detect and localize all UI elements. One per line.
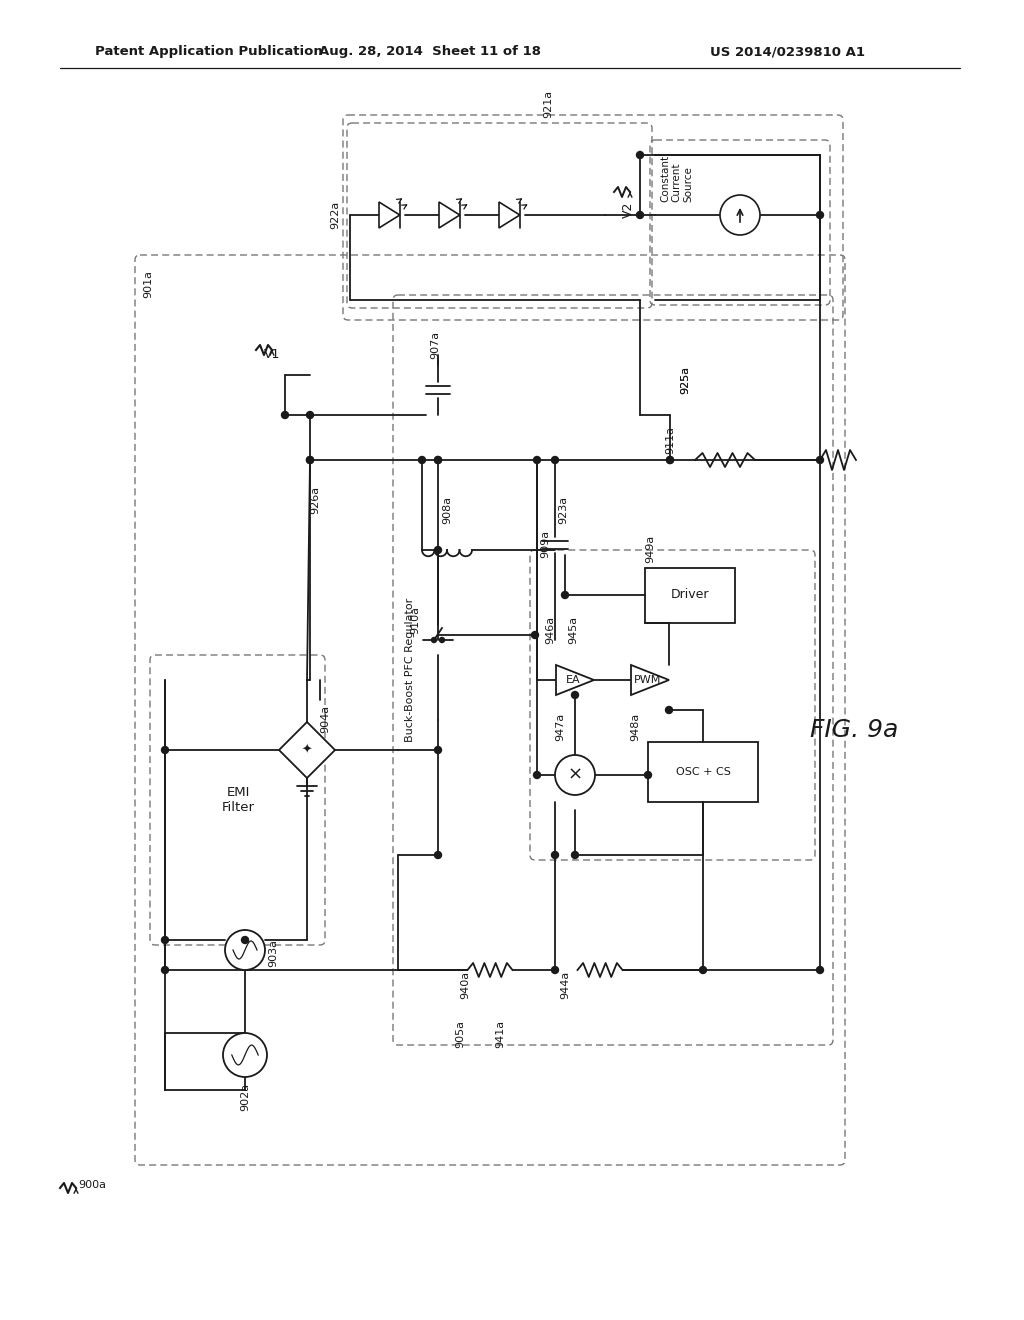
Polygon shape — [379, 202, 399, 228]
Text: V1: V1 — [263, 348, 280, 362]
Circle shape — [816, 457, 823, 463]
Circle shape — [531, 631, 539, 639]
Text: Patent Application Publication: Patent Application Publication — [95, 45, 323, 58]
Text: Buck-Boost PFC Regulator: Buck-Boost PFC Regulator — [406, 598, 415, 742]
Circle shape — [644, 771, 651, 779]
Circle shape — [242, 936, 249, 944]
Circle shape — [667, 457, 674, 463]
Text: PWM: PWM — [634, 675, 662, 685]
Circle shape — [306, 457, 313, 463]
Polygon shape — [439, 202, 460, 228]
Text: ×: × — [567, 766, 583, 784]
Polygon shape — [499, 202, 520, 228]
Bar — [645, 568, 735, 623]
Circle shape — [434, 457, 441, 463]
Circle shape — [667, 457, 674, 463]
Text: 900a: 900a — [78, 1180, 106, 1191]
Circle shape — [223, 1034, 267, 1077]
Circle shape — [720, 195, 760, 235]
Polygon shape — [279, 722, 335, 777]
Text: 904a: 904a — [319, 705, 330, 733]
Text: 901a: 901a — [143, 271, 153, 298]
Circle shape — [561, 591, 568, 598]
Text: EA: EA — [565, 675, 581, 685]
Circle shape — [434, 546, 441, 553]
Text: 909a: 909a — [540, 529, 550, 558]
Circle shape — [552, 457, 558, 463]
Circle shape — [637, 152, 643, 158]
Text: Aug. 28, 2014  Sheet 11 of 18: Aug. 28, 2014 Sheet 11 of 18 — [319, 45, 541, 58]
Circle shape — [306, 412, 313, 418]
Text: 910a: 910a — [410, 606, 420, 634]
Text: V2: V2 — [622, 202, 635, 218]
Circle shape — [434, 851, 441, 858]
Text: 908a: 908a — [442, 496, 452, 524]
Text: 923a: 923a — [558, 496, 568, 524]
Circle shape — [162, 747, 169, 754]
Circle shape — [571, 692, 579, 698]
Text: 911a: 911a — [665, 426, 675, 454]
Text: 925a: 925a — [680, 366, 690, 395]
Circle shape — [162, 936, 169, 944]
Circle shape — [571, 851, 579, 858]
Bar — [648, 742, 758, 803]
Text: 902a: 902a — [240, 1082, 250, 1111]
Circle shape — [225, 931, 265, 970]
Circle shape — [816, 966, 823, 974]
Circle shape — [306, 457, 313, 463]
Circle shape — [162, 966, 169, 974]
Circle shape — [419, 457, 426, 463]
Text: US 2014/0239810 A1: US 2014/0239810 A1 — [710, 45, 865, 58]
Text: 946a: 946a — [545, 616, 555, 644]
Text: ✦: ✦ — [302, 743, 312, 756]
Circle shape — [534, 771, 541, 779]
Circle shape — [534, 457, 541, 463]
Circle shape — [434, 457, 441, 463]
Circle shape — [552, 851, 558, 858]
Circle shape — [439, 638, 444, 643]
Polygon shape — [631, 665, 669, 696]
Text: 949a: 949a — [645, 535, 655, 564]
Text: Driver: Driver — [671, 589, 710, 602]
Text: 940a: 940a — [460, 972, 470, 999]
Text: Constant
Current
Source: Constant Current Source — [660, 154, 693, 202]
Text: OSC + CS: OSC + CS — [676, 767, 730, 777]
Text: 922a: 922a — [330, 201, 340, 230]
Circle shape — [637, 211, 643, 219]
Text: 925a: 925a — [680, 366, 690, 395]
Text: 947a: 947a — [555, 713, 565, 742]
Text: 905a: 905a — [455, 1020, 465, 1048]
Circle shape — [816, 211, 823, 219]
Text: 926a: 926a — [310, 486, 319, 513]
Text: EMI
Filter: EMI Filter — [221, 785, 255, 814]
Circle shape — [699, 966, 707, 974]
Text: FIG. 9a: FIG. 9a — [810, 718, 898, 742]
Text: 941a: 941a — [495, 1020, 505, 1048]
Text: 945a: 945a — [568, 616, 578, 644]
Circle shape — [434, 747, 441, 754]
Circle shape — [552, 966, 558, 974]
Text: 903a: 903a — [268, 939, 278, 968]
Circle shape — [431, 638, 436, 643]
Text: 907a: 907a — [430, 331, 440, 359]
Text: 944a: 944a — [560, 972, 570, 999]
Circle shape — [666, 706, 673, 714]
Circle shape — [282, 412, 289, 418]
Text: 921a: 921a — [543, 90, 553, 117]
Polygon shape — [556, 665, 594, 696]
Circle shape — [555, 755, 595, 795]
Text: 948a: 948a — [630, 713, 640, 742]
